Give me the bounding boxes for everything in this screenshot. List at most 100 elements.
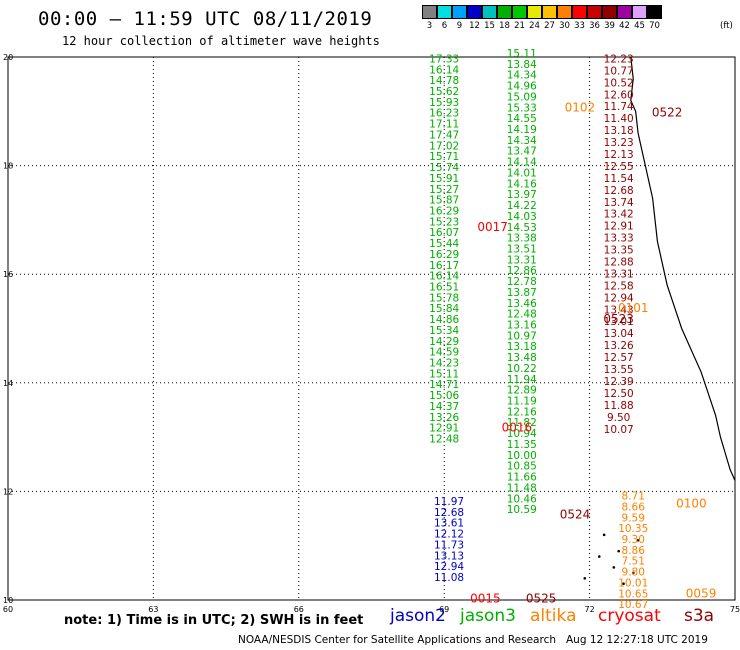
swh-value-0102: 12.89 [507, 385, 537, 397]
swh-value-0102: 13.16 [507, 320, 537, 332]
swh-value-0102: 13.31 [507, 254, 537, 266]
lon-tick-label: 72 [585, 605, 595, 614]
swh-value-0102: 13.84 [507, 59, 537, 71]
swh-value-0016: 12.68 [434, 507, 464, 519]
swh-value-0522: 10.52 [604, 77, 634, 89]
swh-value-0522: 11.88 [604, 400, 634, 412]
legend-swatch [587, 5, 602, 19]
swh-value-0522: 13.35 [604, 245, 634, 257]
swh-value-0017: 15.78 [429, 292, 459, 304]
legend-label: 42 [619, 21, 630, 31]
swh-value-0102: 10.59 [507, 504, 537, 516]
swh-value-0522: 12.60 [604, 89, 634, 101]
legend-label: 27 [544, 21, 555, 31]
swh-value-0017: 15.91 [429, 173, 459, 185]
swh-value-0102: 15.09 [507, 91, 537, 103]
swh-value-0102: 13.46 [507, 298, 537, 310]
legend-swatch [422, 5, 437, 19]
swh-value-0102: 13.51 [507, 243, 537, 255]
swh-value-0522: 12.23 [604, 53, 634, 65]
swh-value-0522: 13.01 [604, 316, 634, 328]
swh-value-0017: 16.14 [429, 64, 459, 76]
swh-value-0017: 15.23 [429, 216, 459, 228]
satellite-jason2-label: jason2 [390, 606, 446, 626]
swh-value-0102: 13.47 [507, 146, 537, 158]
legend-label: 70 [649, 21, 660, 31]
swh-value-0017: 16.51 [429, 281, 459, 293]
swh-value-0017: 17.11 [429, 119, 459, 131]
satellite-s3a-label: s3a [684, 606, 715, 626]
swh-value-0017: 16.23 [429, 108, 459, 120]
swh-value-0017: 16.29 [429, 249, 459, 261]
island-marker [583, 576, 587, 580]
swh-value-0102: 12.78 [507, 276, 537, 288]
generated-timestamp: Aug 12 12:27:18 UTC 2019 [566, 634, 708, 646]
swh-value-0017: 15.27 [429, 184, 459, 196]
swh-value-0522: 11.40 [604, 113, 634, 125]
swh-value-0017: 15.74 [429, 162, 459, 174]
lat-tick-label: 10 [3, 596, 13, 605]
swh-value-0100: 9.59 [622, 512, 645, 524]
lat-tick-label: 20 [3, 53, 13, 62]
legend-swatch [617, 5, 632, 19]
swh-value-0016: 12.94 [434, 561, 464, 573]
legend-swatch [602, 5, 617, 19]
lon-tick-label: 69 [439, 605, 449, 614]
swh-value-0100: 8.71 [622, 491, 645, 503]
satellite-cryosat-label: cryosat [598, 606, 661, 626]
swh-value-0016: 12.12 [434, 529, 464, 541]
swh-value-0522: 11.54 [604, 173, 634, 185]
swh-value-0017: 15.87 [429, 195, 459, 207]
swh-value-0522: 13.26 [604, 340, 634, 352]
swh-value-0100: 10.65 [618, 588, 648, 600]
swh-value-0522: 12.13 [604, 149, 634, 161]
swh-value-0522: 12.94 [604, 292, 634, 304]
swh-value-0017: 14.59 [429, 347, 459, 359]
lon-tick-label: 66 [294, 605, 304, 614]
swh-value-0100: 9.30 [622, 534, 645, 546]
swh-value-0016: 11.08 [434, 572, 464, 584]
swh-value-0017: 14.23 [429, 358, 459, 370]
legend-swatch [482, 5, 497, 19]
legend-swatch [632, 5, 647, 19]
page-title: 00:00 – 11:59 UTC 08/11/2019 [38, 8, 373, 30]
pass-label: 0017 [477, 220, 508, 234]
swh-value-0017: 16.14 [429, 271, 459, 283]
swh-value-0017: 15.84 [429, 303, 459, 315]
swh-value-0017: 15.44 [429, 238, 459, 250]
legend-swatch [572, 5, 587, 19]
swh-value-0102: 14.34 [507, 70, 537, 82]
legend-label: 45 [634, 21, 645, 31]
swh-value-0102: 10.85 [507, 461, 537, 473]
swh-value-0522: 13.18 [604, 125, 634, 137]
swh-value-0102: 14.53 [507, 222, 537, 234]
swh-value-0522: 13.43 [604, 304, 634, 316]
swh-value-0522: 13.23 [604, 137, 634, 149]
swh-value-0017: 16.17 [429, 260, 459, 272]
swh-value-0017: 14.86 [429, 314, 459, 326]
swh-value-0522: 12.57 [604, 352, 634, 364]
legend-label: 21 [514, 21, 525, 31]
swh-value-0102: 12.16 [507, 406, 537, 418]
swh-value-0102: 11.82 [507, 417, 537, 429]
pass-label: 0015 [470, 592, 501, 606]
swh-value-0100: 10.01 [618, 577, 648, 589]
legend-swatch [452, 5, 467, 19]
map-frame [7, 56, 736, 601]
pass-label: 0016 [502, 421, 533, 435]
swh-value-0102: 14.03 [507, 211, 537, 223]
pass-label: 0522 [652, 106, 683, 120]
swh-value-0522: 13.74 [604, 197, 634, 209]
swh-value-0017: 12.91 [429, 423, 459, 435]
island-marker [622, 582, 625, 586]
legend-swatch [542, 5, 557, 19]
pass-label: 0102 [565, 100, 596, 114]
swh-value-0522: 13.04 [604, 328, 634, 340]
swh-value-0017: 17.02 [429, 140, 459, 152]
island-marker [636, 538, 640, 542]
legend-label: 15 [484, 21, 495, 31]
swh-value-0102: 15.11 [507, 48, 537, 60]
legend-label: 33 [574, 21, 585, 31]
swh-value-0522: 12.68 [604, 185, 634, 197]
